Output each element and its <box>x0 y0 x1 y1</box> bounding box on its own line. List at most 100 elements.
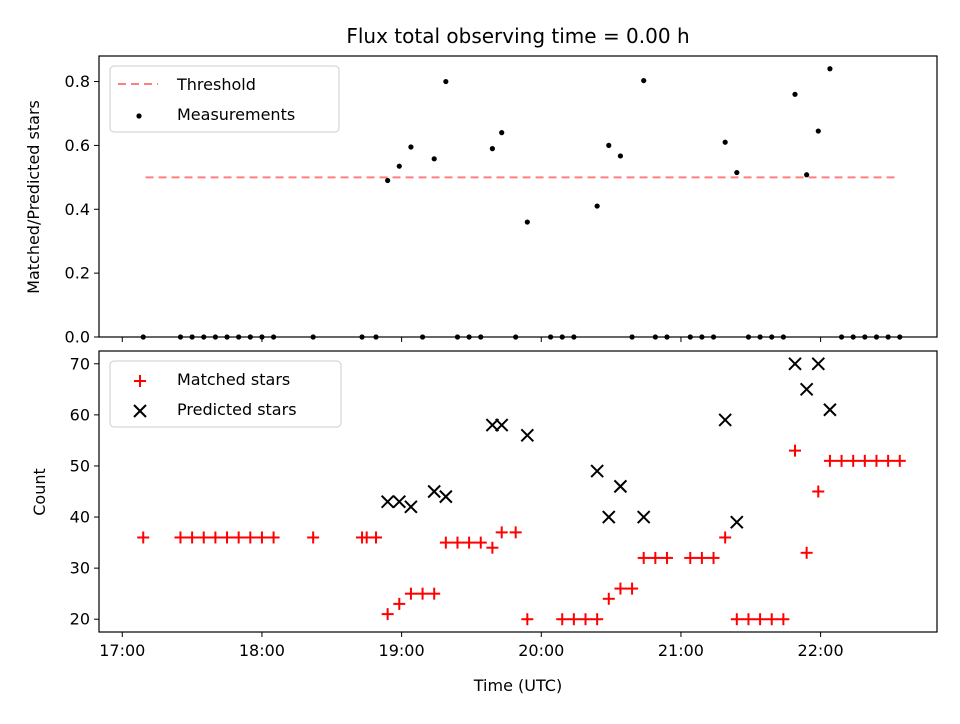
matched-stars-point <box>765 613 778 626</box>
predicted-stars-point-b <box>380 495 395 509</box>
matched-stars-point <box>858 454 871 467</box>
matched-stars-point <box>556 613 569 626</box>
top-legend-box <box>109 65 340 133</box>
matched-stars-point <box>221 531 234 544</box>
measurement-point <box>617 153 624 159</box>
measurement-point <box>385 177 391 184</box>
legend-predicted-label: Predicted stars <box>177 400 297 419</box>
x-tick-label: 22:00 <box>798 641 844 660</box>
predicted-stars-point <box>799 382 814 397</box>
matched-stars-point <box>486 541 499 554</box>
y-tick-label: 50 <box>70 456 90 475</box>
bottom-y-axis-label: Count <box>30 468 49 516</box>
measurement-point <box>641 77 647 84</box>
predicted-stars-point <box>730 515 744 529</box>
predicted-stars-point-b <box>636 510 651 524</box>
matched-stars-point <box>370 531 383 544</box>
predicted-stars-point <box>494 418 509 432</box>
y-tick-label: 0.2 <box>65 264 90 283</box>
predicted-stars-point-b <box>718 413 732 427</box>
legend-predicted-swatch <box>133 404 147 418</box>
matched-stars-point <box>754 613 767 626</box>
bottom-x-axis-label: Time (UTC) <box>473 676 562 695</box>
predicted-stars-point-b <box>427 484 441 499</box>
y-tick-label: 30 <box>70 559 90 578</box>
top-panel: 0.00.20.40.60.8 Matched/Predicted stars … <box>24 55 938 347</box>
matched-stars-point <box>626 582 639 595</box>
measurement-point <box>431 156 437 162</box>
predicted-stars-point-b <box>392 495 406 509</box>
top-y-axis-label: Matched/Predicted stars <box>24 100 43 294</box>
x-tick-label: 17:00 <box>99 641 145 660</box>
y-tick-label: 0.8 <box>65 72 90 91</box>
matched-stars-point <box>800 546 813 559</box>
matched-stars-point <box>835 454 848 467</box>
predicted-stars-point <box>427 484 441 499</box>
predicted-stars-point-b <box>590 464 604 478</box>
y-tick-label: 60 <box>70 405 90 424</box>
matched-stars-point <box>232 531 245 544</box>
predicted-stars-point <box>392 495 406 509</box>
predicted-stars-point <box>811 357 825 371</box>
matched-stars-point <box>789 444 802 457</box>
matched-stars-point <box>812 485 825 498</box>
measurement-point <box>792 91 798 97</box>
predicted-stars-point-b <box>439 489 453 504</box>
y-tick-label: 0.6 <box>65 136 90 155</box>
matched-stars-point <box>209 531 222 544</box>
predicted-stars-point-b <box>799 382 814 397</box>
matched-stars-point <box>602 592 615 605</box>
matched-stars-point <box>823 454 836 467</box>
predicted-stars-point <box>380 495 395 509</box>
matched-stars-point <box>567 613 580 626</box>
predicted-stars-point-b <box>602 510 616 524</box>
matched-stars-point <box>777 613 790 626</box>
matched-stars-point <box>882 454 895 467</box>
x-tick-label: 20:00 <box>518 641 564 660</box>
measurement-point <box>815 128 821 134</box>
predicted-stars-point <box>590 464 604 478</box>
bottom-x-ticks: 17:00 18:00 19:00 20:00 21:00 22:00 <box>99 632 844 660</box>
legend-matched-label: Matched stars <box>177 370 290 389</box>
measurement-point <box>594 203 600 209</box>
matched-stars-point <box>742 613 755 626</box>
bottom-plot-frame <box>98 350 938 633</box>
y-tick-label: 40 <box>70 508 90 527</box>
matched-stars-point <box>255 531 268 544</box>
matched-stars-point <box>186 531 199 544</box>
x-tick-label: 18:00 <box>239 641 285 660</box>
matched-stars-point <box>730 613 743 626</box>
measurement-point <box>489 146 495 152</box>
chart-title: Flux total observing time = 0.00 h <box>346 24 689 48</box>
matched-stars-point <box>439 536 452 549</box>
measurement-point <box>524 219 530 225</box>
y-tick-label: 70 <box>70 354 90 373</box>
predicted-stars-point <box>636 510 651 524</box>
measurement-point <box>804 172 810 178</box>
legend-matched-swatch <box>134 375 146 387</box>
matched-stars-point <box>660 551 673 564</box>
matched-stars-point <box>591 613 604 626</box>
predicted-stars-point-b <box>494 418 509 432</box>
matched-stars-point <box>267 531 280 544</box>
measurement-point <box>734 169 740 176</box>
top-x-ticks <box>121 337 822 342</box>
matched-stars-point <box>509 526 522 539</box>
measurement-point <box>722 139 728 145</box>
matched-stars-point <box>707 551 720 564</box>
x-tick-label: 21:00 <box>658 641 704 660</box>
matched-stars-point <box>637 551 650 564</box>
legend-threshold-label: Threshold <box>176 75 256 94</box>
bottom-y-ticks: 20 30 40 50 60 70 <box>70 354 99 629</box>
predicted-stars-point <box>602 510 616 524</box>
matched-stars-point <box>451 536 464 549</box>
x-tick-label: 19:00 <box>379 641 425 660</box>
matched-stars-point <box>428 587 441 600</box>
predicted-stars-point <box>404 500 418 514</box>
matched-stars-point <box>579 613 592 626</box>
matched-stars-point <box>649 551 662 564</box>
legend-measurements-swatch <box>136 113 142 119</box>
matched-stars-point <box>521 613 534 626</box>
predicted-stars-point <box>823 403 837 417</box>
